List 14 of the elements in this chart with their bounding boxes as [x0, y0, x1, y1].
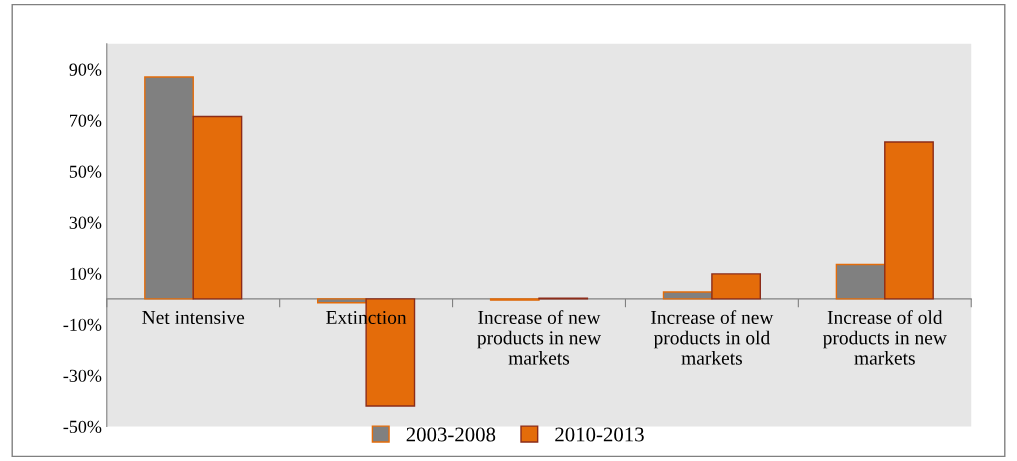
y-tick-label: 10% [70, 267, 102, 280]
y-tick-label: 70% [70, 114, 102, 127]
legend-label: 2010-2013 [555, 427, 644, 442]
y-tick-label: 30% [69, 216, 102, 229]
y-tick-label: -50% [63, 420, 102, 433]
y-tick-label: 90% [69, 63, 102, 76]
x-tick-label: Net intensive [142, 310, 245, 325]
x-tick-label: Increase of new products in new markets [477, 310, 602, 365]
y-tick-label: 50% [69, 165, 102, 178]
x-tick-label: Increase of new products in old markets [651, 310, 774, 365]
x-tick-label: Increase of old products in new markets [823, 310, 947, 365]
y-tick-label: -30% [63, 369, 102, 382]
y-tick-label: -10% [63, 318, 102, 331]
legend-label: 2003-2008 [406, 427, 496, 442]
